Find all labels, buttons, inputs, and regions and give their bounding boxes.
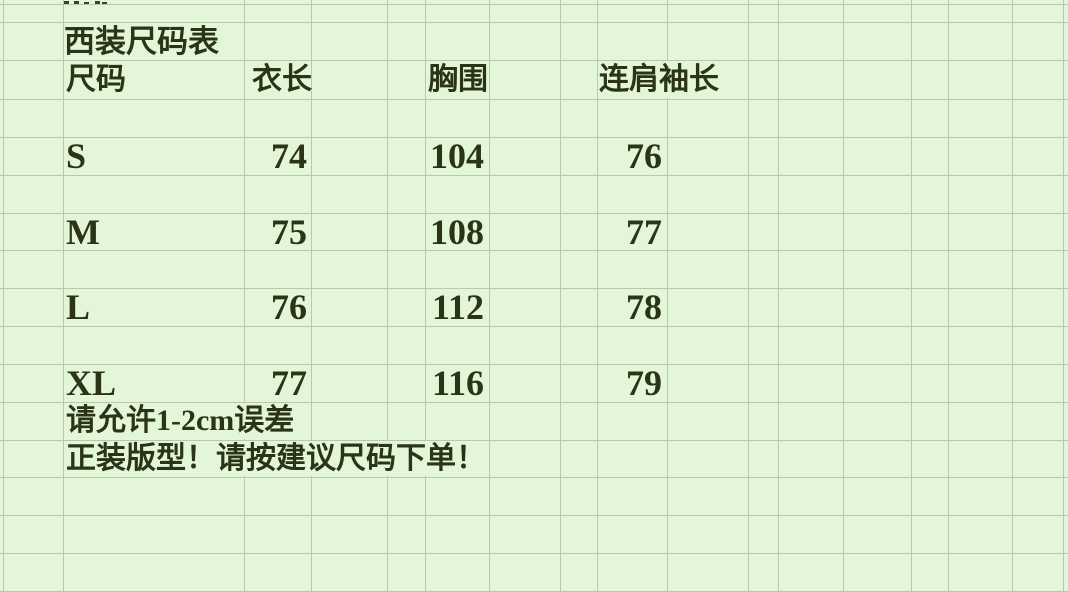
grid-line-horizontal xyxy=(0,402,1068,403)
garment-length-cell[interactable]: 74 xyxy=(271,136,307,176)
garment-length-cell[interactable]: 75 xyxy=(271,211,307,252)
grid-line-vertical xyxy=(667,0,668,592)
column-header-garment-length[interactable]: 衣长 xyxy=(252,62,312,96)
shoulder-sleeve-cell[interactable]: 78 xyxy=(626,287,662,327)
grid-line-horizontal xyxy=(0,364,1068,365)
grid-line-vertical xyxy=(489,0,490,592)
grid-line-vertical xyxy=(948,0,949,592)
grid-line-vertical xyxy=(244,0,245,592)
grid-line-vertical xyxy=(911,0,912,592)
grid-line-vertical xyxy=(748,0,749,592)
garment-length-cell[interactable]: 77 xyxy=(271,363,307,403)
chest-cell[interactable]: 112 xyxy=(431,287,484,327)
grid-line-vertical xyxy=(560,0,561,592)
note-fit-advice: 正装版型！请按建议尺码下单！ xyxy=(66,441,486,476)
grid-line-horizontal xyxy=(0,175,1068,176)
grid-line-vertical xyxy=(1012,0,1013,592)
grid-line-horizontal xyxy=(0,22,1068,23)
size-cell[interactable]: M xyxy=(66,211,100,252)
shoulder-sleeve-cell[interactable]: 77 xyxy=(626,211,662,252)
grid-line-horizontal xyxy=(0,213,1068,214)
column-header-size[interactable]: 尺码 xyxy=(66,62,126,96)
grid-line-vertical xyxy=(387,0,388,592)
grid-line-horizontal xyxy=(0,515,1068,516)
grid-line-horizontal xyxy=(0,99,1068,100)
grid-line-horizontal xyxy=(0,553,1068,554)
chest-cell[interactable]: 108 xyxy=(430,211,484,252)
grid-line-vertical xyxy=(425,0,426,592)
shoulder-sleeve-cell[interactable]: 79 xyxy=(626,363,662,403)
size-cell[interactable]: XL xyxy=(66,363,117,403)
grid-line-vertical xyxy=(311,0,312,592)
grid-line-vertical xyxy=(1063,0,1064,592)
grid-line-vertical xyxy=(597,0,598,592)
chest-cell[interactable]: 104 xyxy=(430,136,484,176)
grid-line-vertical xyxy=(3,0,4,592)
column-header-chest[interactable]: 胸围 xyxy=(428,62,488,96)
grid-line-horizontal xyxy=(0,4,1068,5)
size-cell[interactable]: L xyxy=(66,287,91,327)
grid-line-horizontal xyxy=(0,60,1068,61)
sheet-title: 西装尺码表 xyxy=(64,23,219,59)
size-cell[interactable]: S xyxy=(66,136,87,176)
grid-line-horizontal xyxy=(0,477,1068,478)
column-header-shoulder-sleeve[interactable]: 连肩袖长 xyxy=(599,61,725,98)
shoulder-sleeve-cell[interactable]: 76 xyxy=(626,136,662,176)
clipped-text-fragment xyxy=(62,0,108,4)
grid-line-horizontal xyxy=(0,326,1068,327)
grid-line-vertical xyxy=(843,0,844,592)
chest-cell[interactable]: 116 xyxy=(431,363,484,403)
grid-line-vertical xyxy=(778,0,779,592)
garment-length-cell[interactable]: 76 xyxy=(271,287,307,327)
grid-line-horizontal xyxy=(0,440,1068,441)
grid-line-horizontal xyxy=(0,250,1068,251)
note-tolerance: 请允许1-2cm误差 xyxy=(66,403,295,439)
grid-line-vertical xyxy=(63,0,64,592)
grid-line-horizontal xyxy=(0,288,1068,289)
grid-line-horizontal xyxy=(0,137,1068,138)
